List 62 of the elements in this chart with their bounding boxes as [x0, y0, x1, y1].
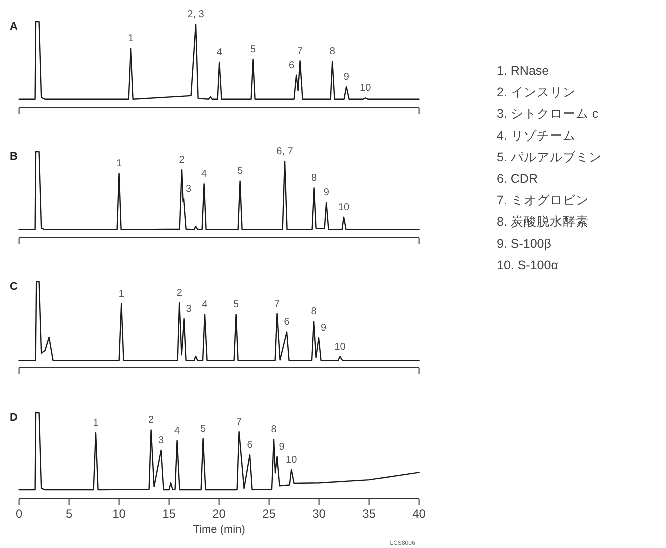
x-tick-label: 30 — [312, 507, 326, 521]
annotation: 2 — [179, 155, 186, 166]
annotation: 1 — [93, 418, 100, 430]
x-tick-label: 20 — [212, 507, 226, 521]
annotation: 9 — [321, 323, 327, 334]
annotation: 10 — [360, 83, 372, 94]
x-tick-label: 15 — [162, 507, 176, 521]
annotation: 1 — [128, 34, 134, 45]
x-tick-label: 0 — [16, 507, 23, 521]
chart-title: D — [10, 412, 18, 424]
annotation: 3 — [186, 184, 192, 195]
chart-title: C — [10, 281, 18, 293]
x-axis-title: Time (min) — [193, 524, 246, 536]
annotation: 3 — [186, 304, 192, 315]
text: 9. S-100β — [497, 236, 552, 251]
annotation: 9 — [279, 442, 286, 453]
annotation: 7 — [274, 298, 281, 310]
text: 8. 炭酸脱水酵素 — [497, 215, 589, 230]
chart-title: A — [10, 21, 18, 33]
x-tick-label: 25 — [262, 507, 276, 521]
x-tick-label: 5 — [66, 507, 73, 521]
annotation: 6 — [247, 440, 254, 452]
annotation: 2 — [148, 415, 155, 426]
annotation: 3 — [158, 435, 165, 446]
annotation: 7 — [236, 416, 243, 428]
text: 5. パルアルブミン — [497, 150, 602, 164]
text: 7. ミオグロビン — [497, 194, 589, 208]
annotation: 5 — [238, 166, 244, 178]
annotation: 4 — [202, 169, 208, 180]
annotation: 7 — [298, 46, 304, 58]
annotation: 4 — [202, 300, 208, 311]
annotation: 8 — [312, 173, 318, 184]
text: 1. RNase — [497, 64, 550, 78]
annotation: 9 — [344, 72, 350, 83]
annotation: 10 — [334, 342, 346, 353]
annotation: 8 — [311, 306, 318, 318]
annotation: 4 — [216, 47, 223, 58]
annotation: 6, 7 — [276, 146, 294, 158]
annotation: 9 — [324, 188, 330, 199]
annotation: 1 — [118, 289, 125, 300]
annotation: 8 — [330, 46, 336, 58]
annotation: 6 — [289, 60, 296, 72]
annotation: 5 — [234, 300, 240, 311]
annotation: 6 — [284, 317, 290, 328]
annotation: 8 — [271, 424, 278, 436]
x-tick-label: 40 — [412, 507, 426, 521]
text: 4. リゾチーム — [497, 128, 576, 143]
annotation: 2, 3 — [188, 10, 205, 21]
x-tick-label: 10 — [112, 507, 126, 521]
text: 6. CDR — [497, 172, 538, 186]
annotation: 1 — [116, 158, 123, 170]
x-tick-label: 35 — [362, 507, 376, 521]
annotation: 10 — [286, 454, 298, 466]
annotation: 10 — [338, 202, 350, 214]
text: 10. S-100α — [497, 258, 558, 272]
text: 3. シトクローム c — [497, 107, 599, 122]
text: 2. インスリン — [497, 86, 576, 100]
annotation: 5 — [200, 424, 207, 435]
chart-title: B — [10, 151, 18, 163]
annotation: 2 — [176, 288, 183, 299]
annotation: 5 — [250, 44, 257, 56]
annotation: 4 — [174, 426, 181, 437]
